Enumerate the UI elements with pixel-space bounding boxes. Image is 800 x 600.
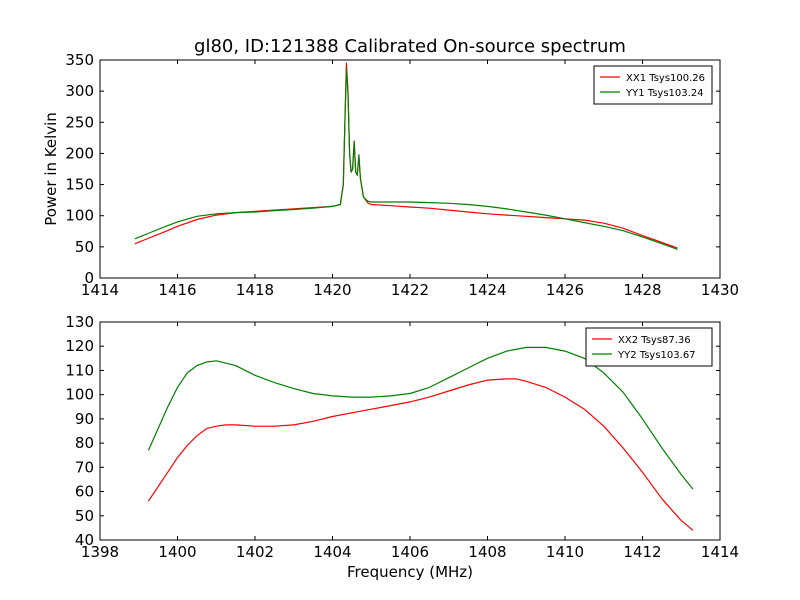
y-tick-label: 110 — [65, 361, 94, 379]
legend: XX1 Tsys100.26 YY1 Tsys103.24 — [593, 65, 713, 105]
chart-title: gl80, ID:121388 Calibrated On-source spe… — [194, 36, 626, 57]
y-axis-label: Power in Kelvin — [42, 112, 60, 226]
x-tick-label: 1426 — [546, 281, 584, 299]
series-group — [134, 62, 678, 250]
y-tick-label: 50 — [75, 507, 94, 525]
series-line-2 — [134, 68, 678, 250]
legend: XX2 Tsys87.36 YY2 Tsys103.67 — [585, 327, 713, 367]
y-tick-label: 150 — [65, 176, 94, 194]
y-tick-label: 100 — [65, 207, 94, 225]
y-tick-label: 350 — [65, 51, 94, 69]
y-tick-label: 80 — [75, 434, 94, 452]
x-tick-label: 1418 — [236, 281, 274, 299]
x-tick-label: 1412 — [623, 543, 661, 561]
y-tick-label: 300 — [65, 82, 94, 100]
y-tick-label: 130 — [65, 313, 94, 331]
x-tick-label: 1416 — [158, 281, 196, 299]
x-tick-label: 1422 — [391, 281, 429, 299]
x-tick-label: 1406 — [391, 543, 429, 561]
legend-box — [593, 65, 713, 105]
x-axis-label: Frequency (MHz) — [347, 563, 473, 581]
x-tick-label: 1424 — [468, 281, 506, 299]
legend-box — [585, 327, 713, 367]
y-tick-label: 60 — [75, 483, 94, 501]
y-tick-label: 100 — [65, 386, 94, 404]
x-tick-label: 1414 — [81, 281, 119, 299]
legend-label: XX2 Tsys87.36 — [618, 335, 691, 346]
y-tick-label: 90 — [75, 410, 94, 428]
x-tick-label: 1410 — [546, 543, 584, 561]
x-tick-label: 1404 — [313, 543, 351, 561]
x-tick-label: 1430 — [701, 281, 739, 299]
legend-label: YY1 Tsys103.24 — [625, 88, 704, 99]
x-tick-label: 1420 — [313, 281, 351, 299]
x-tick-label: 1414 — [701, 543, 739, 561]
top-panel: 1414 1416 1418 1420 1422 1424 1426 1428 1430 0 50 1… — [42, 51, 739, 299]
legend-label: XX1 Tsys100.26 — [626, 73, 705, 84]
y-tick-label: 250 — [65, 113, 94, 131]
bottom-panel: 1398 1400 1402 1404 1406 1408 1410 1412 1414 40 50… — [65, 313, 739, 581]
y-tick-label: 50 — [75, 238, 94, 256]
x-tick-label: 1408 — [468, 543, 506, 561]
series-line-1 — [147, 378, 694, 531]
y-tick-label: 120 — [65, 337, 94, 355]
y-tick-label: 0 — [84, 269, 94, 287]
x-tick-label: 1428 — [623, 281, 661, 299]
y-tick-label: 200 — [65, 144, 94, 162]
x-tick-label: 1398 — [81, 543, 119, 561]
x-tick-label: 1400 — [158, 543, 196, 561]
legend-label: YY2 Tsys103.67 — [617, 350, 696, 361]
y-tick-label: 70 — [75, 458, 94, 476]
x-tick-label: 1402 — [236, 543, 274, 561]
y-tick-label: 40 — [75, 531, 94, 549]
